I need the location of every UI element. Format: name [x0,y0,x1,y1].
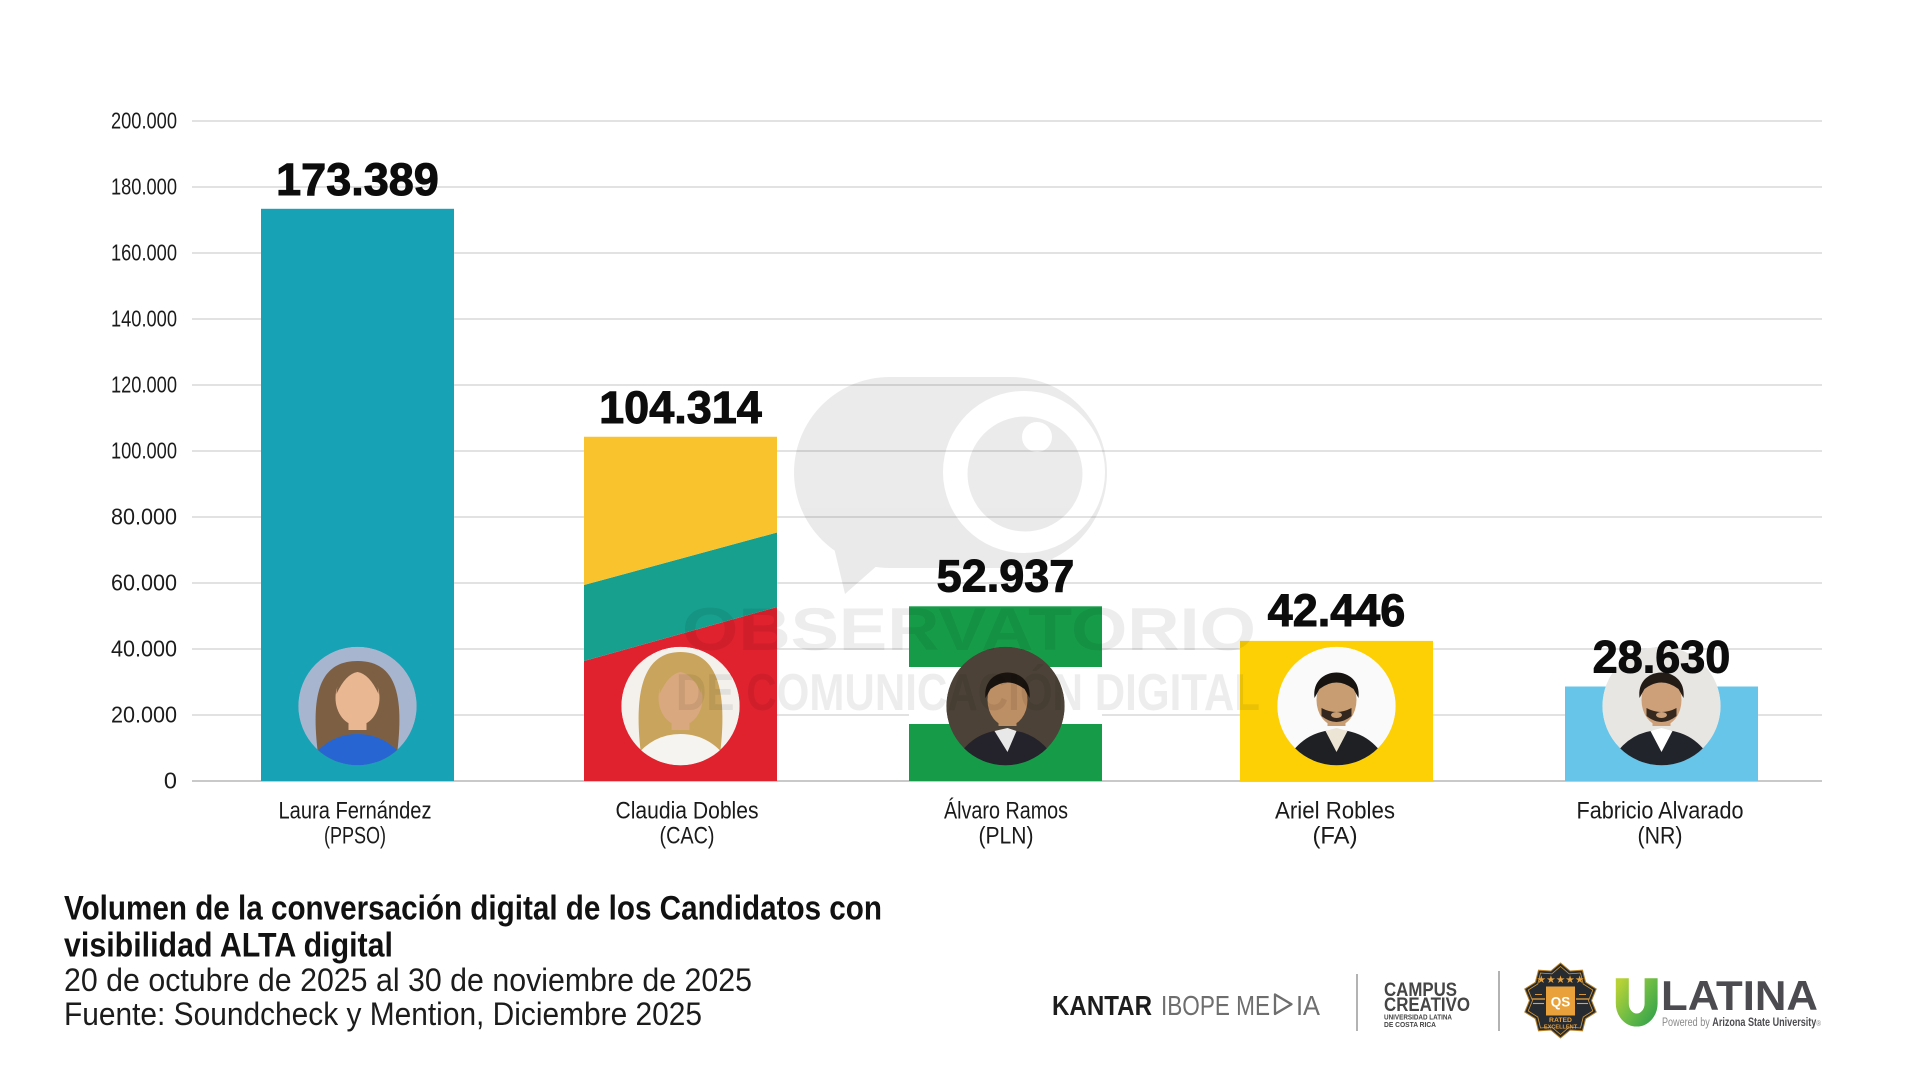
svg-text:LATINA: LATINA [1661,972,1818,1019]
svg-text:20 de octubre de 2025 al 30 de: 20 de octubre de 2025 al 30 de noviembre… [64,962,752,998]
svg-text:CAMPUS: CAMPUS [1384,980,1457,1001]
svg-text:173.389: 173.389 [276,154,439,205]
svg-text:OBSERVATORIO: OBSERVATORIO [682,596,1256,663]
svg-text:40.000: 40.000 [111,636,177,662]
svg-text:200.000: 200.000 [111,108,177,134]
svg-text:IA: IA [1296,990,1320,1021]
svg-text:104.314: 104.314 [599,382,762,433]
svg-text:Fuente: Soundcheck y Mention,: Fuente: Soundcheck y Mention, Diciembre … [64,996,702,1032]
svg-text:28.630: 28.630 [1593,632,1731,683]
svg-text:Ariel Robles: Ariel Robles [1275,798,1395,825]
svg-text:60.000: 60.000 [111,570,177,596]
svg-text:RATED: RATED [1549,1017,1572,1024]
svg-text:20.000: 20.000 [111,702,177,728]
svg-text:42.446: 42.446 [1268,585,1406,636]
svg-text:(PPSO): (PPSO) [324,823,386,850]
svg-text:0: 0 [164,768,177,794]
svg-text:120.000: 120.000 [111,372,177,398]
svg-text:UNIVERSIDAD LATINA: UNIVERSIDAD LATINA [1384,1013,1452,1022]
svg-text:Claudia Dobles: Claudia Dobles [616,798,759,825]
svg-text:140.000: 140.000 [111,306,177,332]
svg-text:DE COSTA RICA: DE COSTA RICA [1384,1020,1437,1029]
svg-text:CREATIVO: CREATIVO [1384,995,1470,1016]
svg-text:QS: QS [1551,995,1571,1010]
svg-text:100.000: 100.000 [111,438,177,464]
svg-text:Laura Fernández: Laura Fernández [279,798,432,825]
svg-text:IBOPE ME: IBOPE ME [1161,990,1270,1021]
svg-text:Fabricio Alvarado: Fabricio Alvarado [1577,798,1744,825]
svg-text:(CAC): (CAC) [660,823,715,850]
svg-text:★★★★★: ★★★★★ [1537,974,1586,986]
svg-text:52.937: 52.937 [937,551,1075,602]
svg-text:DE COMUNICACIÓN DIGITAL: DE COMUNICACIÓN DIGITAL [676,664,1260,722]
svg-text:EXCELLENT: EXCELLENT [1544,1025,1578,1031]
svg-text:Powered by Arizona State Unive: Powered by Arizona State University® [1662,1017,1821,1029]
svg-text:Álvaro Ramos: Álvaro Ramos [944,798,1068,825]
svg-text:80.000: 80.000 [111,504,177,530]
svg-text:visibilidad ALTA digital: visibilidad ALTA digital [64,927,393,965]
svg-text:160.000: 160.000 [111,240,177,266]
svg-text:KANTAR: KANTAR [1052,990,1152,1021]
svg-text:Volumen de la conversación dig: Volumen de la conversación digital de lo… [64,890,882,928]
svg-text:(NR): (NR) [1638,823,1683,850]
svg-text:180.000: 180.000 [111,174,177,200]
svg-text:(FA): (FA) [1313,823,1358,850]
svg-text:(PLN): (PLN) [979,823,1034,850]
